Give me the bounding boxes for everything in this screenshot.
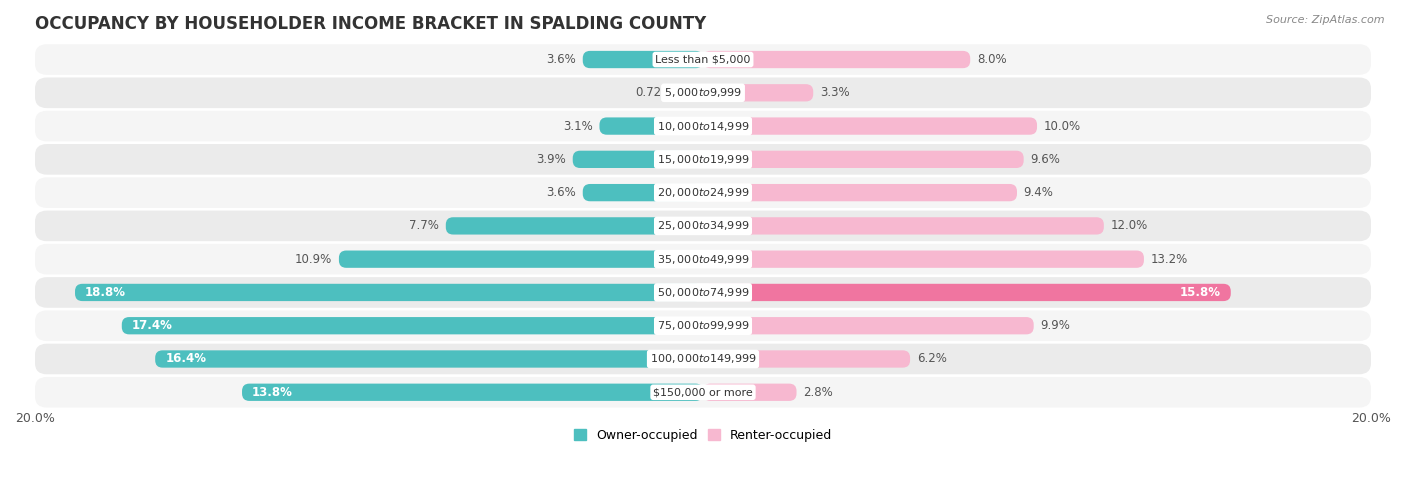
Text: 13.2%: 13.2% bbox=[1150, 253, 1188, 266]
FancyBboxPatch shape bbox=[35, 111, 1371, 141]
Legend: Owner-occupied, Renter-occupied: Owner-occupied, Renter-occupied bbox=[568, 424, 838, 447]
FancyBboxPatch shape bbox=[35, 244, 1371, 275]
FancyBboxPatch shape bbox=[339, 250, 703, 268]
Text: $75,000 to $99,999: $75,000 to $99,999 bbox=[657, 319, 749, 332]
FancyBboxPatch shape bbox=[242, 384, 703, 401]
FancyBboxPatch shape bbox=[703, 150, 1024, 168]
Text: 10.9%: 10.9% bbox=[295, 253, 332, 266]
FancyBboxPatch shape bbox=[155, 350, 703, 368]
Text: 7.7%: 7.7% bbox=[409, 220, 439, 232]
Text: 12.0%: 12.0% bbox=[1111, 220, 1147, 232]
FancyBboxPatch shape bbox=[582, 51, 703, 68]
Text: 0.72%: 0.72% bbox=[636, 86, 672, 99]
Text: 3.6%: 3.6% bbox=[547, 53, 576, 66]
Text: 18.8%: 18.8% bbox=[84, 286, 127, 299]
FancyBboxPatch shape bbox=[703, 217, 1104, 235]
FancyBboxPatch shape bbox=[703, 184, 1017, 201]
FancyBboxPatch shape bbox=[75, 284, 703, 301]
FancyBboxPatch shape bbox=[703, 117, 1038, 135]
Text: 8.0%: 8.0% bbox=[977, 53, 1007, 66]
FancyBboxPatch shape bbox=[35, 344, 1371, 375]
FancyBboxPatch shape bbox=[703, 250, 1144, 268]
Text: Source: ZipAtlas.com: Source: ZipAtlas.com bbox=[1267, 15, 1385, 25]
Text: $10,000 to $14,999: $10,000 to $14,999 bbox=[657, 120, 749, 132]
FancyBboxPatch shape bbox=[703, 350, 910, 368]
FancyBboxPatch shape bbox=[703, 384, 797, 401]
FancyBboxPatch shape bbox=[703, 84, 813, 101]
Text: Less than $5,000: Less than $5,000 bbox=[655, 55, 751, 64]
Text: $35,000 to $49,999: $35,000 to $49,999 bbox=[657, 253, 749, 266]
Text: 2.8%: 2.8% bbox=[803, 386, 832, 399]
Text: $25,000 to $34,999: $25,000 to $34,999 bbox=[657, 220, 749, 232]
Text: 6.2%: 6.2% bbox=[917, 353, 946, 365]
Text: 3.3%: 3.3% bbox=[820, 86, 849, 99]
FancyBboxPatch shape bbox=[582, 184, 703, 201]
FancyBboxPatch shape bbox=[35, 310, 1371, 341]
FancyBboxPatch shape bbox=[679, 84, 703, 101]
FancyBboxPatch shape bbox=[35, 44, 1371, 75]
FancyBboxPatch shape bbox=[703, 317, 1033, 335]
FancyBboxPatch shape bbox=[35, 177, 1371, 208]
Text: 10.0%: 10.0% bbox=[1043, 120, 1081, 132]
Text: $15,000 to $19,999: $15,000 to $19,999 bbox=[657, 153, 749, 166]
FancyBboxPatch shape bbox=[599, 117, 703, 135]
Text: 13.8%: 13.8% bbox=[252, 386, 292, 399]
Text: 15.8%: 15.8% bbox=[1180, 286, 1220, 299]
FancyBboxPatch shape bbox=[446, 217, 703, 235]
Text: 3.6%: 3.6% bbox=[547, 186, 576, 199]
Text: $150,000 or more: $150,000 or more bbox=[654, 387, 752, 397]
FancyBboxPatch shape bbox=[35, 77, 1371, 108]
FancyBboxPatch shape bbox=[122, 317, 703, 335]
FancyBboxPatch shape bbox=[703, 51, 970, 68]
FancyBboxPatch shape bbox=[35, 377, 1371, 408]
Text: OCCUPANCY BY HOUSEHOLDER INCOME BRACKET IN SPALDING COUNTY: OCCUPANCY BY HOUSEHOLDER INCOME BRACKET … bbox=[35, 15, 706, 33]
Text: $20,000 to $24,999: $20,000 to $24,999 bbox=[657, 186, 749, 199]
FancyBboxPatch shape bbox=[35, 210, 1371, 241]
Text: $50,000 to $74,999: $50,000 to $74,999 bbox=[657, 286, 749, 299]
FancyBboxPatch shape bbox=[35, 277, 1371, 308]
FancyBboxPatch shape bbox=[703, 284, 1230, 301]
Text: 9.9%: 9.9% bbox=[1040, 319, 1070, 332]
Text: 3.1%: 3.1% bbox=[562, 120, 593, 132]
FancyBboxPatch shape bbox=[35, 144, 1371, 175]
Text: $100,000 to $149,999: $100,000 to $149,999 bbox=[650, 353, 756, 365]
FancyBboxPatch shape bbox=[572, 150, 703, 168]
Text: $5,000 to $9,999: $5,000 to $9,999 bbox=[664, 86, 742, 99]
Text: 9.4%: 9.4% bbox=[1024, 186, 1053, 199]
Text: 9.6%: 9.6% bbox=[1031, 153, 1060, 166]
Text: 16.4%: 16.4% bbox=[166, 353, 207, 365]
Text: 17.4%: 17.4% bbox=[132, 319, 173, 332]
Text: 3.9%: 3.9% bbox=[536, 153, 567, 166]
